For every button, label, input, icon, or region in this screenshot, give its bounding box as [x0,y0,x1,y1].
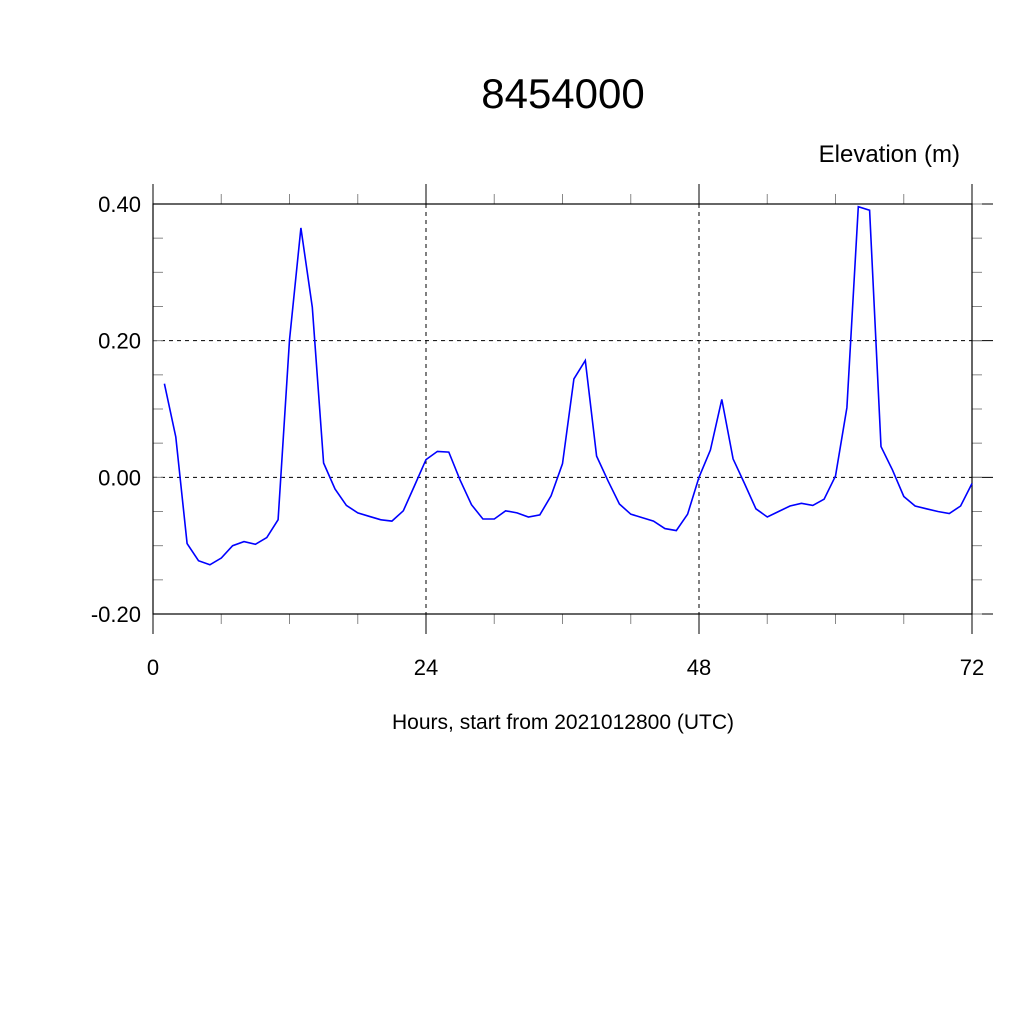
y-tick-labels: -0.20 0.00 0.20 0.40 [91,192,141,627]
y-tick-label: -0.20 [91,602,141,627]
plot-frame [152,203,973,615]
x-tick-label: 0 [147,655,159,680]
chart-title: 8454000 [481,70,645,117]
y-tick-label: 0.00 [98,465,141,490]
gridlines [153,203,973,615]
x-tick-label: 48 [687,655,711,680]
x-tick-label: 72 [960,655,984,680]
y-tick-label: 0.40 [98,192,141,217]
x-axis-label: Hours, start from 2021012800 (UTC) [392,711,734,734]
x-tick-label: 24 [414,655,438,680]
y-axis-label: Elevation (m) [819,141,960,168]
axis-ticks [152,184,993,634]
y-tick-label: 0.20 [98,329,141,354]
x-tick-labels: 0 24 48 72 [147,655,984,680]
elevation-series-line [163,205,973,566]
